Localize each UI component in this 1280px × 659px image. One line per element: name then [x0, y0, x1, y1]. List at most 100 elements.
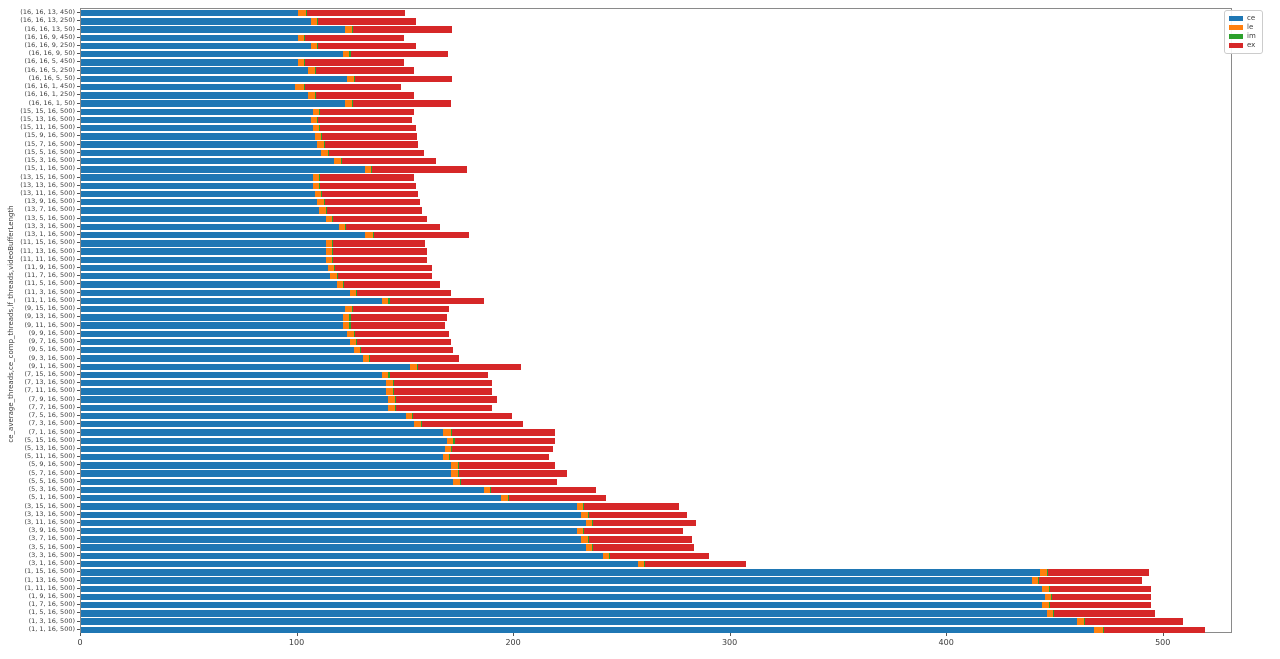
bar-segment-ce [81, 495, 502, 502]
bar-segment-le [325, 256, 333, 263]
bar-segment-ce [81, 116, 311, 124]
bar-segment-ce [81, 511, 582, 518]
y-tick-mark [77, 127, 80, 129]
bar-row [81, 503, 679, 510]
bar-row [81, 83, 402, 91]
y-tick-label: (7, 1, 16, 500) [28, 427, 75, 436]
bar-segment-le [388, 396, 395, 403]
bar-row [81, 445, 554, 453]
bar-row [81, 536, 692, 543]
bar-segment-le [1031, 577, 1039, 584]
legend-label: ce [1247, 14, 1256, 22]
bar-segment-ce [81, 231, 365, 239]
bar-segment-le [1046, 610, 1054, 617]
bar-segment-ce [81, 462, 452, 469]
bar-row [81, 593, 1151, 601]
y-tick-mark [77, 143, 80, 145]
bar-segment-im [351, 26, 353, 33]
bar-segment-im [583, 528, 585, 535]
x-tick-mark [729, 633, 731, 636]
bar-row [81, 289, 452, 296]
bar-segment-ce [81, 157, 335, 165]
bar-segment-im [592, 519, 594, 527]
bar-segment-im [609, 552, 611, 560]
y-tick-mark [77, 571, 80, 573]
bar-segment-le [451, 470, 458, 477]
y-tick-label: (3, 7, 16, 500) [28, 534, 75, 543]
bar-segment-im [355, 289, 358, 296]
bar-segment-im [334, 264, 336, 272]
bar-segment-ce [81, 92, 309, 99]
y-tick-label: (16, 16, 9, 450) [24, 32, 75, 41]
bar-row [81, 75, 453, 83]
bar-segment-ce [81, 207, 320, 214]
bar-segment-le [381, 297, 389, 305]
bar-segment-ce [81, 478, 454, 486]
x-tick-label: 400 [938, 638, 954, 647]
bar-segment-im [392, 379, 394, 387]
bar-row [81, 618, 1184, 625]
bar-segment-im [306, 9, 308, 17]
bar-segment-le [364, 166, 372, 173]
y-tick-label: (5, 13, 16, 500) [24, 443, 75, 452]
bar-segment-im [1053, 610, 1055, 617]
bar-segment-im [1083, 618, 1085, 625]
y-tick-label: (1, 5, 16, 500) [28, 608, 75, 617]
x-tick-label: 200 [505, 638, 521, 647]
bar-segment-le [345, 305, 352, 313]
y-tick-label: (9, 9, 16, 500) [28, 328, 75, 337]
bar-segment-ce [81, 388, 387, 395]
y-tick-mark [77, 110, 80, 112]
y-tick-mark [77, 12, 80, 14]
bar-segment-ex [393, 388, 493, 395]
y-tick-mark [77, 612, 80, 614]
bar-segment-ce [81, 560, 638, 568]
bar-segment-im [1046, 569, 1048, 576]
y-tick-mark [77, 447, 80, 449]
y-tick-mark [77, 291, 80, 293]
bar-segment-ex [361, 347, 454, 354]
y-tick-label: (11, 3, 16, 500) [24, 287, 75, 296]
y-tick-label: (15, 5, 16, 500) [24, 147, 75, 156]
bar-segment-le [345, 100, 352, 107]
y-tick-label: (16, 16, 1, 250) [24, 90, 75, 99]
y-tick-label: (7, 7, 16, 500) [28, 402, 75, 411]
bar-row [81, 511, 688, 518]
y-tick-mark [77, 61, 80, 63]
bar-segment-ce [81, 379, 387, 387]
bar-segment-ex [322, 133, 417, 140]
bar-segment-ex [333, 248, 428, 255]
bar-segment-le [576, 528, 584, 535]
y-tick-mark [77, 20, 80, 22]
y-tick-mark [77, 431, 80, 433]
bar-segment-ce [81, 610, 1047, 617]
y-tick-mark [77, 341, 80, 343]
y-tick-label: (15, 3, 16, 500) [24, 156, 75, 165]
y-tick-mark [77, 77, 80, 79]
bar-segment-le [334, 157, 341, 165]
bar-segment-le [343, 51, 350, 58]
y-tick-label: (7, 3, 16, 500) [28, 419, 75, 428]
bar-segment-ex [458, 462, 556, 469]
bar-row [81, 330, 450, 338]
bar-segment-im [420, 421, 423, 428]
bar-segment-ce [81, 421, 415, 428]
bar-segment-im [412, 412, 414, 420]
bar-segment-ex [352, 100, 452, 107]
y-tick-mark [77, 299, 80, 301]
y-tick-label: (11, 1, 16, 500) [24, 295, 75, 304]
y-tick-label: (7, 11, 16, 500) [24, 386, 75, 395]
y-tick-mark [77, 176, 80, 178]
bar-segment-le [602, 552, 610, 560]
y-tick-mark [77, 595, 80, 597]
y-tick-mark [77, 135, 80, 137]
bar-segment-im [319, 174, 321, 181]
y-tick-mark [77, 620, 80, 622]
y-tick-mark [77, 201, 80, 203]
bar-segment-ce [81, 363, 411, 370]
bar-segment-ex [417, 363, 521, 370]
bar-segment-ce [81, 182, 313, 189]
y-tick-mark [77, 119, 80, 121]
y-tick-mark [77, 480, 80, 482]
bar-segment-ce [81, 486, 484, 494]
